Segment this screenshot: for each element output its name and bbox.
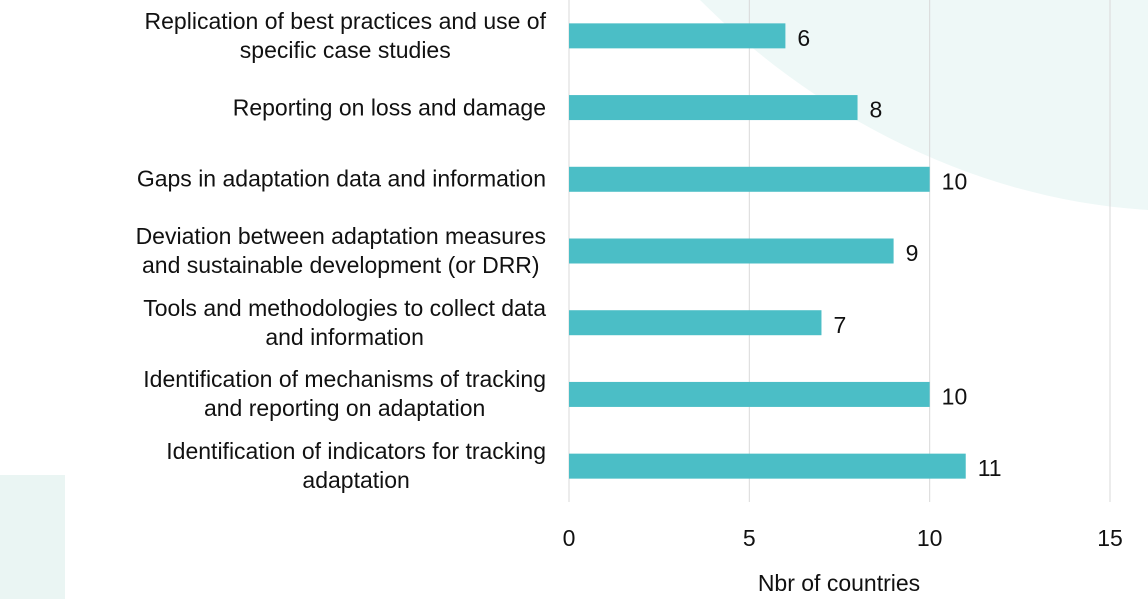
- value-label: 10: [942, 384, 968, 410]
- x-tick-label: 5: [743, 525, 756, 551]
- bar: [569, 382, 930, 407]
- y-tick-label: Reporting on loss and damage: [233, 93, 546, 122]
- y-tick-label: Deviation between adaptation measures an…: [136, 222, 546, 280]
- value-label: 8: [870, 97, 883, 123]
- x-axis-title: Nbr of countries: [758, 570, 920, 596]
- value-label: 7: [833, 312, 846, 338]
- bar: [569, 239, 894, 264]
- value-label: 11: [978, 455, 1002, 481]
- y-tick-label: Replication of best practices and use of…: [145, 7, 546, 65]
- chart: Nbr of countries 0 5 10 15 6 8 10 9 7 10 11 Replic…: [0, 0, 1148, 599]
- y-tick-label: Tools and methodologies to collect data …: [143, 294, 546, 352]
- bar: [569, 310, 821, 335]
- background-shape: [0, 475, 65, 599]
- value-label: 9: [906, 240, 919, 266]
- y-tick-label: Gaps in adaptation data and information: [137, 165, 546, 194]
- x-tick-label: 10: [917, 525, 943, 551]
- bar: [569, 167, 930, 192]
- x-tick-label: 0: [563, 525, 576, 551]
- x-tick-label: 15: [1097, 525, 1123, 551]
- value-label: 6: [797, 25, 810, 51]
- bar: [569, 23, 785, 48]
- bar: [569, 454, 966, 479]
- value-label: 10: [942, 168, 968, 194]
- y-tick-label: Identification of mechanisms of tracking…: [143, 365, 546, 423]
- bar: [569, 95, 858, 120]
- y-tick-label: Identification of indicators for trackin…: [166, 437, 546, 495]
